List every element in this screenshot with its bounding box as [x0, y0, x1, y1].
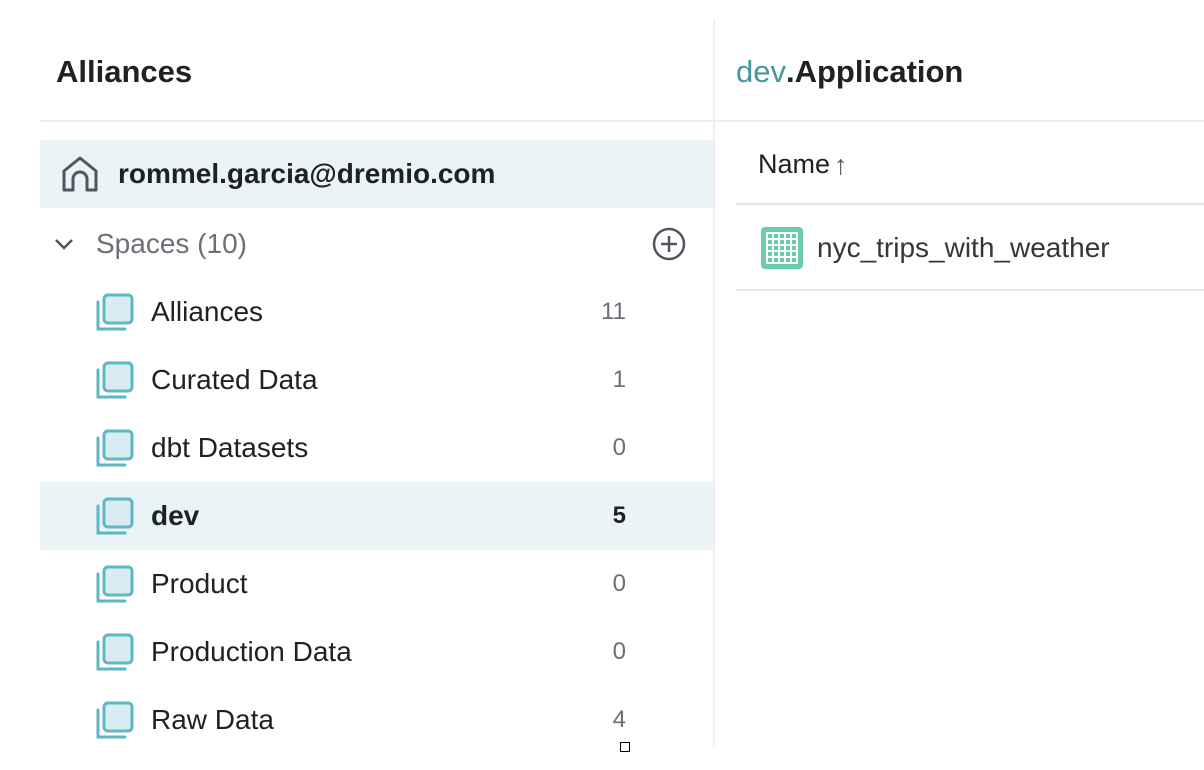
space-count: 1 [612, 366, 626, 393]
space-count: 0 [612, 638, 626, 665]
space-name: dbt Datasets [151, 432, 309, 463]
space-name: Product [151, 568, 248, 599]
home-label: rommel.garcia@dremio.com [118, 158, 496, 189]
space-count: 0 [612, 434, 626, 461]
space-name: Curated Data [151, 364, 318, 395]
space-item[interactable]: dev 5 [40, 482, 713, 550]
breadcrumb: dev.Application [736, 54, 963, 90]
plus-circle-icon[interactable] [652, 227, 686, 261]
panel-header: Alliances [40, 20, 713, 122]
space-name: Production Data [151, 636, 352, 667]
space-item[interactable]: Production Data 0 [40, 618, 713, 686]
dataset-name: nyc_trips_with_weather [817, 232, 1110, 263]
spaces-panel: Alliances rommel.garcia@dremio.com Space… [40, 20, 713, 746]
space-name: Raw Data [151, 704, 274, 735]
space-icon [96, 361, 134, 399]
panel-title: Alliances [56, 54, 193, 89]
spaces-section-header[interactable]: Spaces (10) [40, 210, 713, 278]
space-icon [96, 429, 134, 467]
space-count: 4 [612, 706, 626, 733]
panel-divider[interactable] [713, 20, 715, 746]
breadcrumb-space-link[interactable]: dev [736, 54, 786, 89]
space-icon [96, 293, 134, 331]
space-name: dev [151, 500, 200, 531]
arrow-up-icon[interactable]: ↑ [834, 150, 848, 180]
space-item[interactable]: Curated Data 1 [40, 346, 713, 414]
space-count: 5 [612, 502, 626, 529]
space-count: 0 [612, 570, 626, 597]
name-column-header[interactable]: Name ↑ [736, 145, 1204, 205]
breadcrumb-current: .Application [785, 54, 964, 89]
space-icon [96, 497, 134, 535]
content-header: dev.Application [715, 20, 1204, 122]
content-panel: dev.Application Name ↑ nyc_trips_with_we… [715, 20, 1204, 746]
space-item[interactable]: dbt Datasets 0 [40, 414, 713, 482]
space-count: 11 [601, 298, 626, 325]
spaces-label: Spaces (10) [96, 228, 247, 259]
space-name: Alliances [151, 296, 264, 327]
column-header-label: Name [758, 149, 831, 179]
space-item[interactable]: Product 0 [40, 550, 713, 618]
space-icon [96, 633, 134, 671]
cursor-marker [620, 742, 630, 752]
table-row[interactable]: nyc_trips_with_weather [736, 207, 1204, 291]
space-icon [96, 701, 134, 739]
space-icon [96, 565, 134, 603]
home-icon [62, 156, 98, 192]
home-item[interactable]: rommel.garcia@dremio.com [40, 140, 713, 208]
chevron-down-icon[interactable] [52, 232, 76, 256]
space-item[interactable]: Alliances 11 [40, 278, 713, 346]
space-item[interactable]: Raw Data 4 [40, 686, 713, 754]
table-dataset-icon [761, 227, 803, 269]
